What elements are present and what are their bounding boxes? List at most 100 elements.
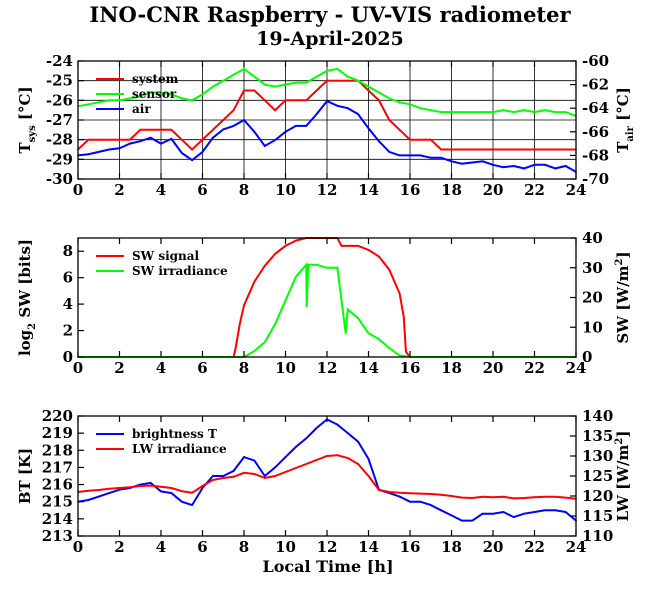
y-tick-label-right: 20 [582, 289, 603, 307]
data-point [429, 109, 432, 112]
legend-label: brightness T [132, 427, 217, 441]
y-tick-label-left: -28 [46, 131, 73, 149]
x-tick-label: 14 [358, 181, 379, 199]
chart-panel-1: 0 2 4 6 8 10 12 14 16 18 20 22 24-24-25-26-27-28-29-… [46, 52, 609, 199]
data-point [481, 160, 484, 163]
data-point [512, 148, 515, 151]
data-point [461, 519, 463, 522]
data-point [544, 495, 546, 498]
data-point [554, 111, 557, 113]
y-axis-label-left: log2 SW [bits] [16, 239, 38, 356]
data-point [87, 489, 90, 492]
x-tick-label: 18 [441, 181, 462, 199]
y-tick-label-right: -60 [582, 52, 609, 70]
data-point [139, 128, 142, 131]
data-point [346, 75, 349, 78]
data-point [326, 266, 328, 269]
data-point [402, 316, 405, 319]
data-point [284, 99, 287, 102]
y-tick-label-right: 135 [582, 427, 613, 445]
data-point [340, 245, 343, 247]
data-point [388, 119, 391, 121]
x-tick-label: 8 [239, 538, 249, 556]
data-point [554, 167, 557, 170]
data-point [97, 489, 100, 491]
data-point [388, 97, 391, 100]
y-tick-label-left: -25 [46, 72, 73, 90]
x-tick-label: 18 [441, 538, 462, 556]
data-point [554, 495, 557, 498]
data-point [97, 495, 100, 498]
data-point [564, 111, 567, 113]
data-point [305, 305, 308, 308]
data-point [118, 147, 121, 150]
data-point [222, 128, 225, 131]
data-point [305, 99, 308, 102]
data-point [502, 495, 505, 498]
data-point [429, 493, 432, 495]
data-point [564, 165, 567, 167]
data-point [336, 423, 339, 426]
x-tick-label: 12 [317, 538, 338, 556]
data-point [419, 138, 422, 141]
data-point [315, 263, 318, 266]
data-point [149, 482, 152, 484]
data-point [305, 125, 308, 127]
data-point [554, 509, 557, 512]
data-point [471, 161, 474, 164]
data-point [398, 292, 401, 295]
data-point [263, 83, 266, 86]
data-point [409, 492, 411, 495]
data-point [149, 91, 152, 94]
data-point [357, 245, 359, 247]
data-point [409, 154, 411, 157]
data-point [139, 95, 142, 98]
data-point [481, 512, 484, 515]
data-point [253, 280, 256, 283]
x-tick-label: 6 [197, 359, 207, 377]
data-point [357, 113, 359, 115]
x-tick-label: 22 [524, 181, 545, 199]
data-point [243, 456, 245, 458]
data-point [315, 75, 318, 78]
legend-label: LW irradiance [132, 442, 227, 456]
data-point [212, 136, 214, 139]
data-point [274, 323, 276, 326]
y-tick-label-left: 0 [63, 348, 73, 366]
y-tick-label-left: 214 [42, 510, 73, 528]
data-point [284, 471, 287, 473]
chart-title: INO-CNR Raspberry - UV-VIS radiometer [89, 2, 571, 27]
data-point [398, 495, 401, 498]
data-point [564, 148, 567, 151]
data-point [274, 109, 276, 112]
data-point [118, 487, 121, 489]
x-tick-label: 20 [483, 181, 504, 199]
data-point [87, 138, 90, 141]
data-point [160, 142, 162, 145]
data-point [180, 500, 183, 503]
y-tick-label-right: 10 [582, 318, 603, 336]
data-point [564, 496, 567, 499]
data-point [238, 323, 241, 325]
data-point [523, 497, 525, 499]
x-tick-label: 14 [358, 538, 379, 556]
legend-label: system [132, 72, 179, 86]
data-point [232, 475, 235, 478]
data-point [502, 511, 505, 513]
data-point [481, 148, 484, 151]
data-point [346, 432, 349, 434]
data-point [295, 275, 297, 278]
data-point [97, 138, 100, 141]
data-point [108, 138, 110, 141]
legend-label: air [132, 102, 151, 116]
data-point [346, 457, 349, 459]
y-tick-label-right: 40 [582, 229, 603, 247]
x-tick-label: 2 [114, 359, 124, 377]
data-point [212, 479, 214, 481]
data-point [512, 111, 515, 113]
x-axis-label: Local Time [h] [262, 557, 393, 576]
data-point [461, 148, 463, 151]
y-tick-label-right: -70 [582, 170, 609, 188]
data-point [409, 138, 411, 141]
